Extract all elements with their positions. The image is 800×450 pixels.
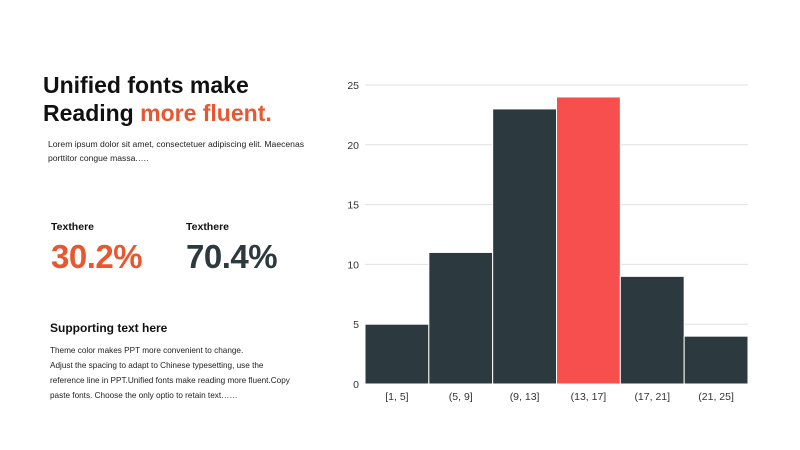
y-tick-label-15: 15 [347,200,359,212]
support-line-2: Adjust the spacing to adapt to Chinese t… [50,361,264,370]
stat-2-value: 70.4% [186,238,278,275]
headline-accent: more fluent. [140,100,272,126]
support-line-1: Theme color makes PPT more convenient to… [50,346,244,355]
headline-line-1: Unified fonts make [43,72,249,98]
stat-1-label: Texthere [51,221,94,233]
stat-2-label: Texthere [186,221,229,233]
bar-0 [364,323,430,385]
histogram-chart: 0 5 10 15 20 25 [1, 5] (5, 9] (9, 13] (13, 17] (17… [347,80,749,403]
bar-3 [556,96,621,385]
y-tick-label-10: 10 [347,259,359,271]
x-tick-label-0: [1, 5] [385,391,408,403]
y-tick-label-5: 5 [353,319,359,331]
support-line-4: paste fonts. Choose the only optio to re… [50,391,238,400]
support-title: Supporting text here [50,321,168,335]
headline: Unified fonts make Reading more fluent. [43,71,323,127]
bar-5 [683,335,749,385]
x-tick-label-4: (17, 21] [634,391,670,403]
y-tick-label-25: 25 [347,80,359,92]
intro-text: Lorem ipsum dolor sit amet, consectetuer… [48,139,305,163]
bar-4 [619,275,685,385]
support-line-3: reference line in PPT.Unified fonts make… [50,376,290,385]
y-tick-label-20: 20 [347,140,359,152]
support-body: Theme color makes PPT more convenient to… [50,343,315,403]
bar-2 [492,108,558,385]
stat-2: Texthere 70.4% [186,221,278,276]
x-tick-label-5: (21, 25] [698,391,734,403]
y-tick-label-0: 0 [353,379,359,391]
stat-1: Texthere 30.2% [51,221,143,276]
bar-1 [428,251,494,385]
x-tick-label-2: (9, 13] [510,391,540,403]
headline-line-2: Reading more fluent. [43,99,323,127]
headline-plain: Reading [43,100,141,126]
x-tick-label-1: (5, 9] [449,391,473,403]
stat-1-value: 30.2% [51,238,143,275]
x-tick-label-3: (13, 17] [571,391,607,403]
